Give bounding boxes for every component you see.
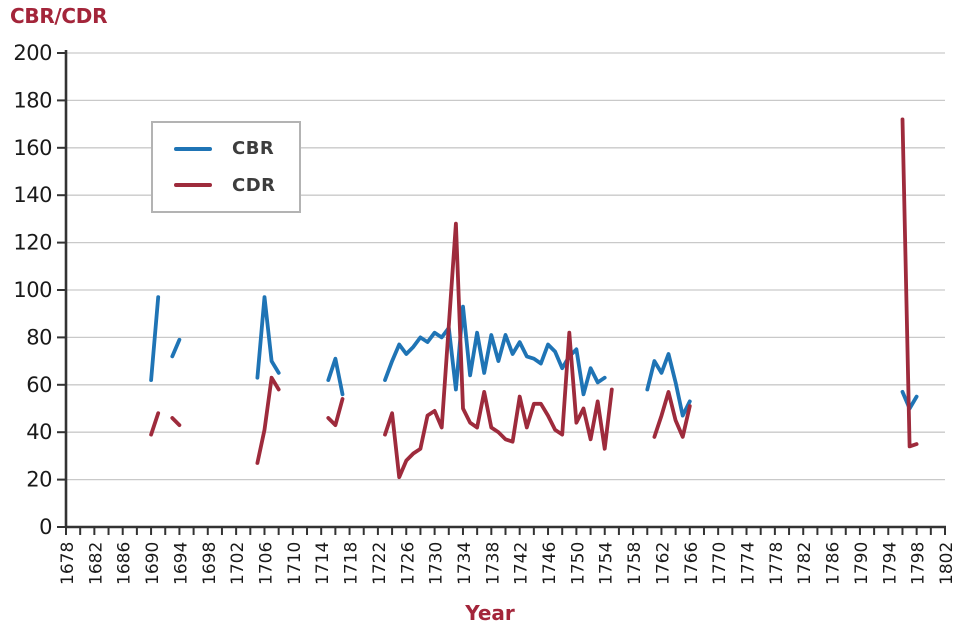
- cdr-line: [326, 397, 345, 428]
- x-tick-label: 1790: [852, 542, 872, 585]
- x-tick-label: 1698: [200, 542, 220, 585]
- cbr-line-swatch: [174, 146, 212, 151]
- x-tick-label: 1762: [653, 542, 673, 585]
- x-tick-label: 1742: [512, 542, 532, 585]
- x-tick-label: 1734: [455, 542, 475, 585]
- x-tick-label: 1758: [625, 542, 645, 585]
- y-tick-label: 0: [39, 515, 52, 539]
- cbr-line: [255, 295, 281, 380]
- y-tick-label: 40: [26, 420, 52, 444]
- y-tick-label: 180: [13, 88, 52, 112]
- x-tick-label: 1750: [568, 542, 588, 585]
- cdr-line: [149, 411, 161, 437]
- cbr-line: [326, 356, 345, 397]
- x-tick-label: 1678: [58, 542, 78, 585]
- x-tick-label: 1782: [795, 542, 815, 585]
- x-tick-label: 1794: [880, 542, 900, 585]
- x-tick-label: 1714: [313, 542, 333, 585]
- legend-item-cbr: CBR: [174, 138, 299, 159]
- cdr-line: [900, 117, 919, 449]
- x-axis-title: Year: [465, 601, 515, 625]
- x-tick-label: 1746: [540, 542, 560, 585]
- cdr-line: [652, 389, 692, 439]
- y-tick-label: 20: [26, 468, 52, 492]
- x-tick-label: 1738: [483, 542, 503, 585]
- cbr-line: [170, 337, 182, 359]
- x-tick-label: 1722: [370, 542, 390, 585]
- legend-label-cbr: CBR: [232, 138, 275, 160]
- y-axis-title: CBR/CDR: [10, 4, 108, 28]
- x-tick-label: 1686: [115, 542, 135, 585]
- x-tick-label: 1802: [937, 542, 957, 585]
- y-tick-label: 60: [26, 373, 52, 397]
- x-tick-label: 1778: [767, 542, 787, 585]
- x-tick-label: 1798: [909, 542, 929, 585]
- x-tick-label: 1770: [710, 542, 730, 585]
- x-tick-label: 1682: [86, 542, 106, 585]
- legend: CBR CDR: [151, 121, 301, 213]
- x-tick-label: 1718: [342, 542, 362, 585]
- x-tick-label: 1766: [682, 542, 702, 585]
- cbr-line: [645, 352, 692, 418]
- cdr-line: [255, 375, 281, 465]
- cbr-line: [149, 295, 161, 383]
- x-tick-label: 1702: [228, 542, 248, 585]
- x-tick-label: 1726: [398, 542, 418, 585]
- x-tick-label: 1730: [427, 542, 447, 585]
- x-tick-label: 1706: [256, 542, 276, 585]
- cdr-line-swatch: [174, 183, 212, 188]
- x-tick-label: 1786: [824, 542, 844, 585]
- x-tick-label: 1690: [143, 542, 163, 585]
- y-tick-label: 160: [13, 136, 52, 160]
- x-tick-label: 1710: [285, 542, 305, 585]
- y-tick-label: 140: [13, 183, 52, 207]
- y-tick-label: 100: [13, 278, 52, 302]
- x-tick-label: 1694: [171, 542, 191, 585]
- x-tick-label: 1774: [739, 542, 759, 585]
- cdr-line: [170, 416, 182, 428]
- cdr-line: [383, 221, 614, 480]
- y-tick-label: 120: [13, 231, 52, 255]
- legend-item-cdr: CDR: [174, 175, 299, 196]
- x-tick-label: 1754: [597, 542, 617, 585]
- legend-label-cdr: CDR: [232, 174, 276, 196]
- y-tick-label: 200: [13, 41, 52, 65]
- y-tick-label: 80: [26, 325, 52, 349]
